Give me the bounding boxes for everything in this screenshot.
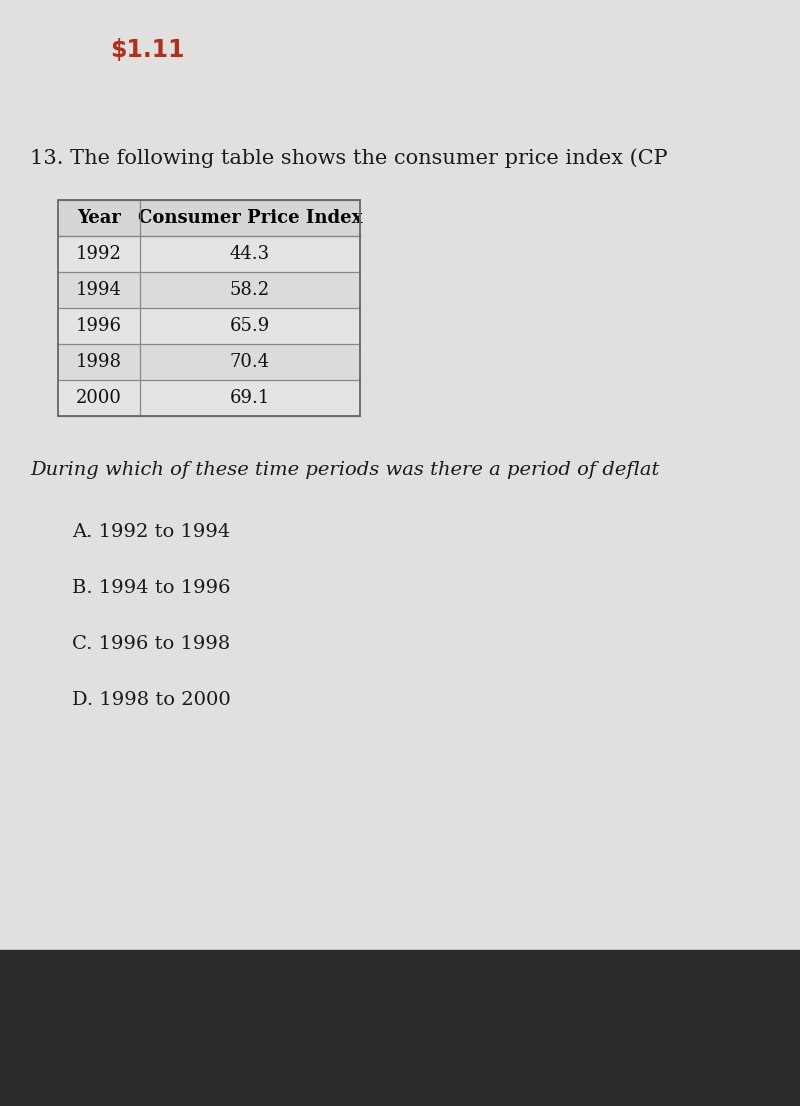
Text: 1994: 1994 [76,281,122,299]
Bar [0,0,800,156]
Text: 2000: 2000 [76,389,122,407]
Text: 1996: 1996 [76,317,122,335]
Bar [58,200,360,236]
Text: Year: Year [77,209,121,227]
Text: 1998: 1998 [76,353,122,371]
Text: 44.3: 44.3 [230,246,270,263]
Text: 69.1: 69.1 [230,389,270,407]
Text: 58.2: 58.2 [230,281,270,299]
Bar [0,950,800,1106]
Bar [58,344,360,380]
Text: 1992: 1992 [76,246,122,263]
Bar [58,272,360,307]
Text: B. 1994 to 1996: B. 1994 to 1996 [72,580,230,597]
Text: 65.9: 65.9 [230,317,270,335]
Bar [58,200,360,416]
Bar [58,200,360,416]
Bar [58,380,360,416]
Text: 13. The following table shows the consumer price index (CP: 13. The following table shows the consum… [30,148,668,168]
Bar [0,0,800,156]
Text: D. 1998 to 2000: D. 1998 to 2000 [72,691,230,709]
Text: During which of these time periods was there a period of deflat: During which of these time periods was t… [30,461,659,479]
Bar [58,307,360,344]
Text: $1.11: $1.11 [110,38,185,62]
Text: Consumer Price Index: Consumer Price Index [138,209,362,227]
Text: A. 1992 to 1994: A. 1992 to 1994 [72,523,230,541]
Text: 70.4: 70.4 [230,353,270,371]
Bar [58,236,360,272]
Text: C. 1996 to 1998: C. 1996 to 1998 [72,635,230,653]
